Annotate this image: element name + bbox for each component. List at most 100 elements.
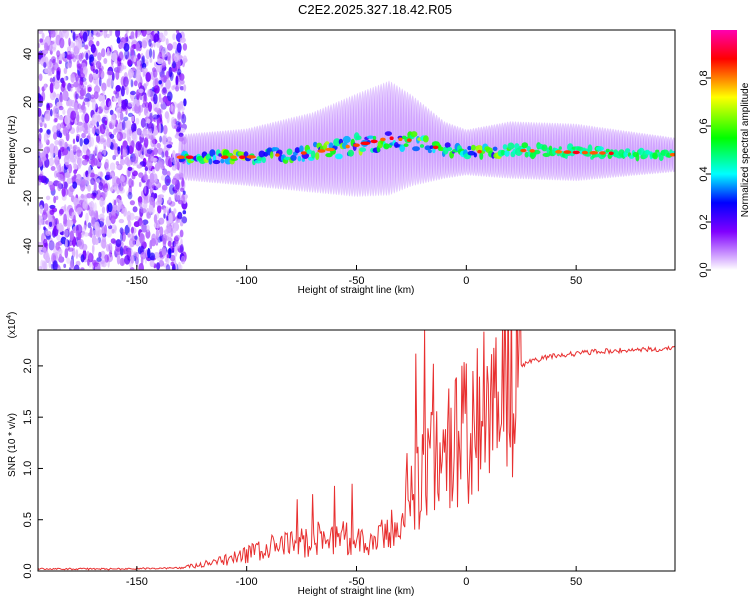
noise-speckle [124, 254, 131, 265]
noise-speckle [91, 100, 97, 111]
noise-speckle [43, 226, 46, 231]
noise-speckle [149, 260, 155, 268]
band-halo [209, 131, 215, 183]
band-peak [300, 151, 307, 155]
noise-speckle [62, 109, 66, 115]
noise-speckle [72, 226, 77, 234]
band-cell [286, 148, 293, 156]
band-halo [494, 123, 500, 178]
spectrogram-y-ticks: -40 -20 0 20 40 [22, 48, 43, 254]
noise-speckle [88, 33, 94, 39]
snr-series-line [38, 330, 675, 571]
noise-speckle [145, 72, 151, 82]
noise-speckle [53, 75, 58, 84]
noise-speckle [84, 129, 89, 134]
noise-speckle [77, 85, 81, 93]
noise-speckle [104, 120, 108, 126]
noise-speckle [47, 61, 53, 70]
noise-speckle [84, 113, 90, 124]
noise-speckle [161, 47, 168, 58]
noise-speckle [158, 122, 162, 134]
noise-speckle [123, 76, 129, 87]
noise-speckle [81, 159, 88, 166]
band-cell [355, 135, 362, 141]
noise-speckle [154, 107, 159, 112]
noise-speckle [125, 108, 128, 115]
band-peak [669, 152, 675, 157]
noise-speckle [76, 63, 82, 69]
noise-speckle [115, 30, 121, 38]
noise-speckle [140, 208, 147, 214]
noise-speckle [63, 181, 68, 190]
noise-speckle [44, 113, 50, 122]
noise-speckle [150, 157, 156, 162]
noise-speckle [93, 85, 101, 94]
noise-speckle [130, 255, 135, 264]
noise-speckle [153, 214, 158, 224]
colorbar-tick-label: 0.0 [698, 262, 710, 277]
noise-speckle [176, 42, 182, 53]
noise-speckle [120, 85, 125, 97]
noise-speckle [58, 132, 63, 139]
noise-speckle [82, 200, 89, 210]
noise-speckle [100, 250, 106, 259]
noise-speckle [183, 98, 187, 107]
band-cell [439, 146, 444, 152]
noise-speckle [141, 30, 147, 37]
noise-speckle [178, 137, 185, 142]
noise-speckle [59, 37, 65, 49]
noise-speckle [53, 145, 59, 156]
band-peak [432, 145, 439, 150]
noise-speckle [127, 68, 134, 79]
noise-speckle [146, 159, 153, 169]
noise-speckle [85, 52, 89, 61]
noise-speckle [41, 32, 45, 39]
noise-speckle [177, 261, 182, 270]
band-cell [333, 138, 341, 147]
noise-speckle [38, 73, 43, 82]
band-peak [406, 138, 412, 142]
noise-speckle [69, 144, 73, 150]
band-peak [345, 144, 350, 149]
noise-speckle [90, 61, 95, 72]
noise-speckle [101, 48, 106, 58]
noise-speckle [180, 100, 184, 110]
noise-speckle [183, 84, 187, 92]
noise-speckle [156, 224, 160, 229]
noise-speckle [130, 140, 135, 150]
colorbar-tick-label: 0.8 [698, 70, 710, 85]
noise-speckle [172, 150, 176, 160]
noise-speckle [80, 254, 85, 263]
noise-speckle [63, 263, 67, 268]
noise-speckle [117, 146, 121, 155]
noise-speckle [130, 31, 135, 39]
noise-speckle [148, 101, 152, 113]
band-peak [581, 150, 589, 155]
noise-speckle [130, 79, 134, 88]
band-halo [412, 97, 418, 186]
snr-x-ticks: -150 -100 -50 0 50 [126, 566, 582, 588]
noise-speckle [79, 137, 83, 147]
noise-speckle [131, 67, 136, 72]
noise-speckle [162, 168, 168, 176]
noise-speckle [67, 186, 74, 198]
noise-speckle [80, 77, 87, 82]
noise-speckle [139, 130, 146, 138]
noise-speckle [48, 157, 55, 167]
band-cell [269, 151, 274, 159]
noise-speckle [55, 195, 59, 200]
band-cell [310, 150, 316, 159]
spectrogram-x-ticks: -150 -100 -50 0 50 [126, 265, 582, 287]
noise-speckle [67, 99, 73, 107]
noise-speckle [42, 247, 47, 255]
noise-speckle [176, 68, 182, 76]
noise-speckle [109, 109, 114, 116]
noise-speckle [38, 173, 44, 182]
noise-speckle [130, 45, 135, 56]
noise-speckle [102, 87, 105, 98]
band-cell [502, 144, 508, 150]
noise-speckle [165, 264, 171, 270]
band-halo [394, 85, 400, 193]
band-peak [185, 155, 194, 159]
noise-speckle [106, 171, 111, 177]
